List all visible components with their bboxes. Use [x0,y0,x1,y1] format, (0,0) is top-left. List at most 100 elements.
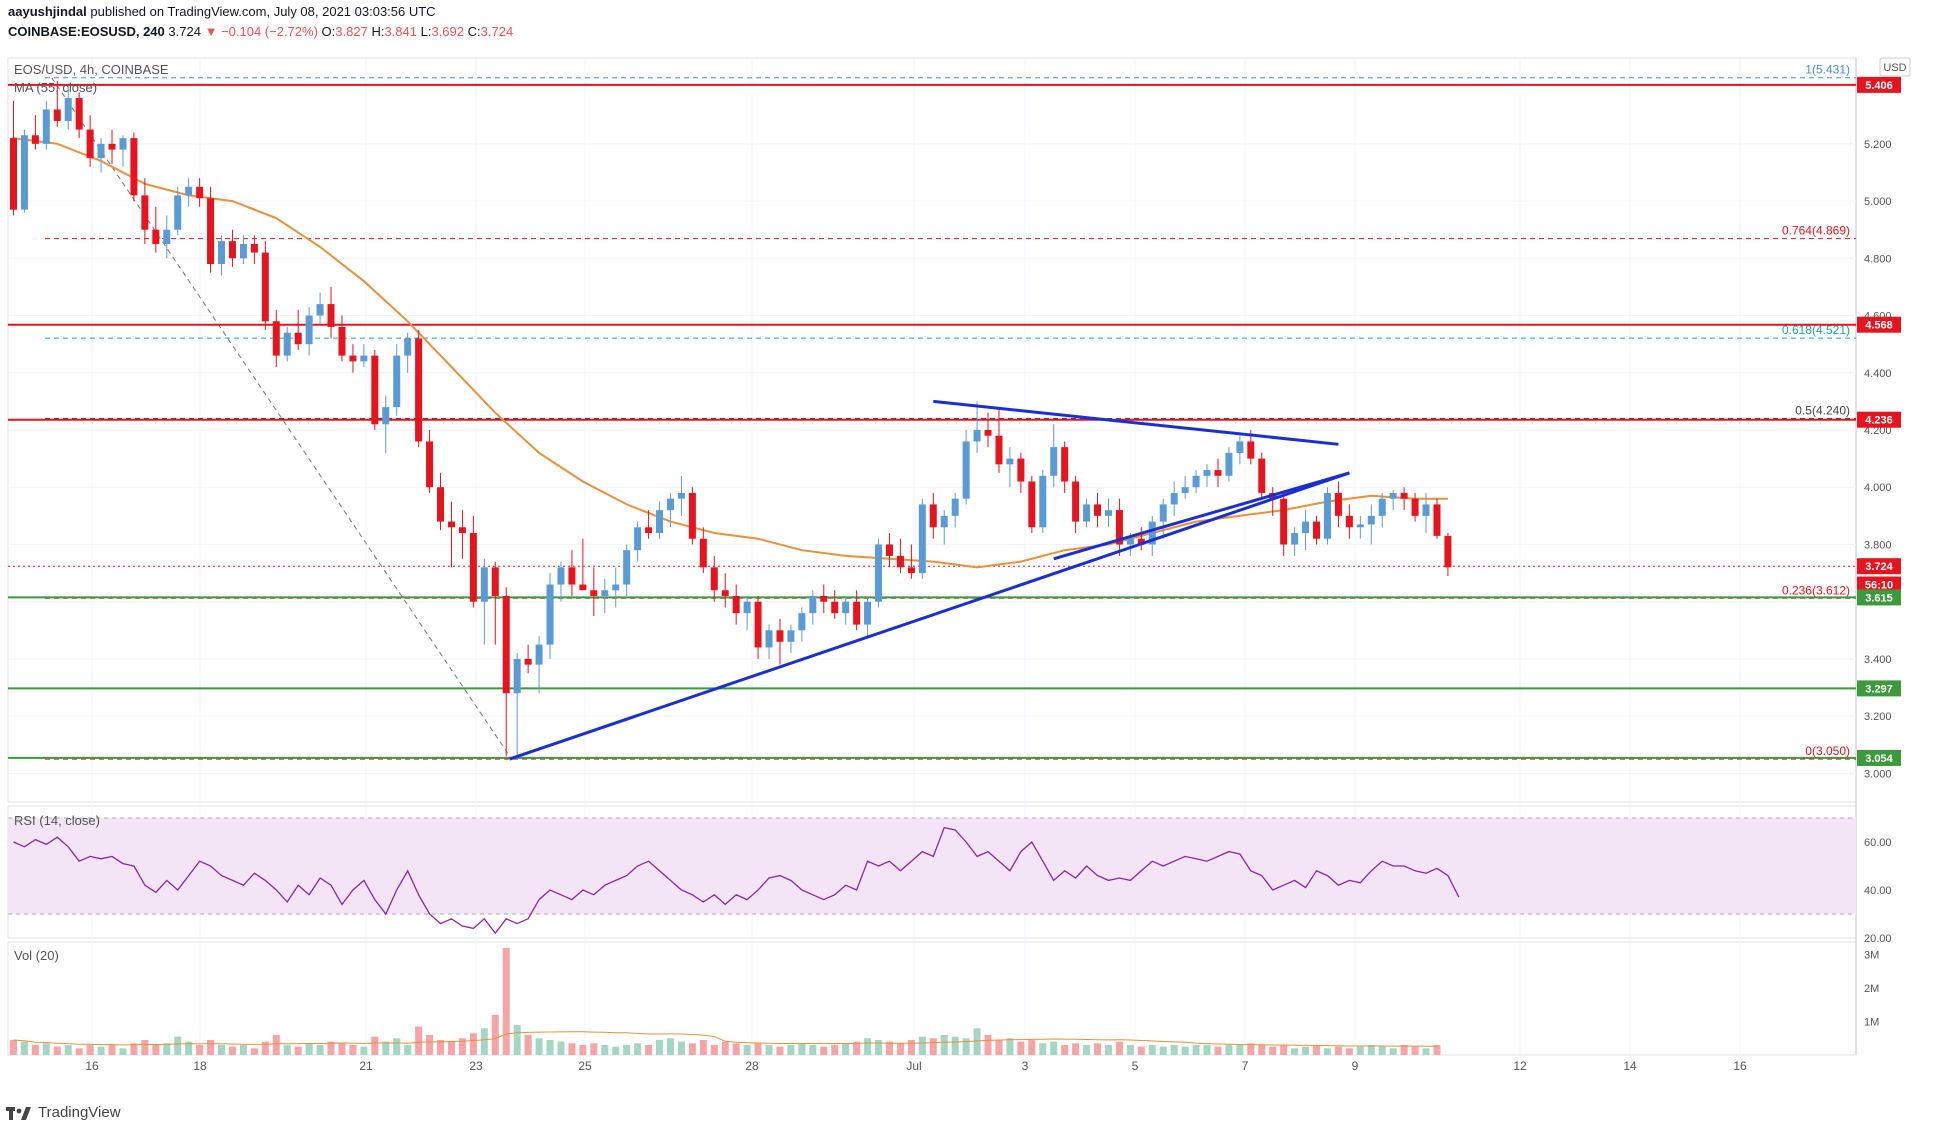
volume-bar [743,1044,751,1055]
candle-body [415,338,423,442]
wedge-support [1053,471,1350,561]
ma-legend[interactable]: MA (55, close) [14,80,98,95]
volume-bar [842,1043,850,1055]
price-badge [1857,576,1901,593]
candle-body [283,332,291,356]
price-badge [1857,749,1901,766]
y-tick-label: 3.800 [1864,539,1892,551]
volume-bar [546,1039,554,1055]
publish-line: aayushjindal published on TradingView.co… [8,4,436,19]
candle-body [1378,498,1386,516]
high-value: 3.841 [384,24,417,39]
rsi-legend[interactable]: RSI (14, close) [14,813,100,828]
volume-bar [666,1038,674,1055]
volume-bar [447,1041,455,1055]
candle-body [218,241,226,265]
candle-body [754,601,762,648]
volume-bar [239,1044,247,1055]
volume-bar [415,1026,423,1055]
candle-body [1323,492,1331,539]
volume-bar [86,1044,94,1055]
candle-body [437,487,445,522]
candle-body [918,504,926,574]
candle-body [929,504,937,528]
rsi-tick-label: 60.00 [1864,837,1892,849]
volume-bar [973,1028,981,1055]
price-badge-label: 3.054 [1865,753,1893,765]
volume-bar [1181,1046,1189,1055]
candle-body [1159,504,1167,522]
volume-bar [1389,1048,1397,1055]
volume-bar [1433,1044,1441,1055]
candle-body [1050,447,1058,476]
x-tick-label: 12 [1513,1059,1527,1073]
candle-body [1017,458,1025,482]
volume-bar [1367,1044,1375,1055]
candle-body [645,527,653,534]
volume-bar [896,1043,904,1055]
candle-body [1094,504,1102,516]
candle-body [1444,535,1452,568]
price-badge-label: 3.297 [1865,683,1893,695]
candle-body [239,244,247,259]
volume-bar [1170,1044,1178,1055]
volume-bar [535,1038,543,1055]
volume-bar [524,1034,532,1055]
x-tick-label: 14 [1623,1059,1637,1073]
volume-bar [174,1036,182,1055]
candle-body [634,527,642,551]
y-tick-label: 4.000 [1864,482,1892,494]
y-tick-label: 3.000 [1864,768,1892,780]
candle-body [42,109,50,144]
volume-bar [97,1046,105,1055]
candle-body [875,544,883,602]
volume-bar [1203,1044,1211,1055]
volume-tick-label: 3M [1864,950,1879,962]
volume-bar [1378,1046,1386,1055]
volume-bar [1313,1044,1321,1055]
volume-bar [1192,1044,1200,1055]
candle-body [1104,510,1112,516]
change-value: −0.104 (−2.72%) [221,24,318,39]
volume-bar [349,1044,357,1055]
volume-bar [809,1044,817,1055]
fib-label: 1(5.431) [1805,63,1850,77]
author-name[interactable]: aayushjindal [8,4,87,19]
x-tick-label: 7 [1242,1059,1249,1073]
fib-label: 0.618(4.521) [1782,323,1850,337]
x-tick-label: 3 [1022,1059,1029,1073]
y-tick-label: 3.400 [1864,654,1892,666]
candle-body [623,550,631,585]
candle-body [513,658,521,694]
candle-body [656,510,664,534]
volume-bar [885,1041,893,1055]
volume-bar [480,1028,488,1055]
down-arrow-icon: ▼ [204,24,218,39]
volume-bar [75,1048,83,1055]
x-tick-label: 5 [1132,1059,1139,1073]
volume-bar [732,1043,740,1055]
volume-bar [207,1039,215,1055]
currency-button-label[interactable]: USD [1883,62,1906,74]
volume-legend[interactable]: Vol (20) [14,948,59,963]
price-badge [1857,411,1901,428]
candle-body [962,441,970,499]
volume-bar [1050,1041,1058,1055]
candle-body [1422,504,1430,516]
volume-bar [929,1038,937,1055]
candle-body [261,252,269,322]
volume-bar [1126,1044,1134,1055]
volume-bar [371,1036,379,1055]
candle-body [820,595,828,602]
candle-body [798,613,806,631]
chart-canvas[interactable]: 3.0003.2003.4003.6003.8004.0004.2004.400… [0,0,1935,1085]
volume-bar [31,1044,39,1055]
rsi-tick-label: 40.00 [1864,885,1892,897]
candle-body [316,304,324,316]
candle-body [338,326,346,356]
volume-bar [316,1044,324,1055]
volume-ma-line [13,1031,1438,1047]
volume-bar [601,1044,609,1055]
volume-bar [1137,1046,1145,1055]
fib-diagonal [51,77,513,760]
